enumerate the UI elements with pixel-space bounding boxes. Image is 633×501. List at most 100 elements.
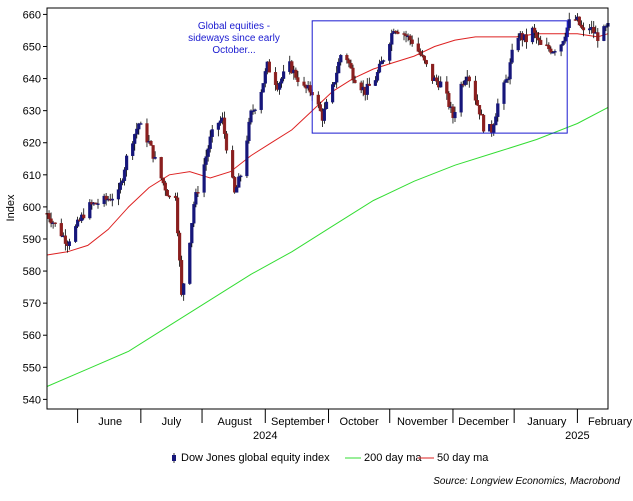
candle-down [161,177,165,184]
candle-up [390,33,394,45]
candle-up [388,44,392,61]
candle-down [396,31,400,34]
candle-up [208,136,212,149]
candle-up [239,175,243,178]
x-tick-label: September [271,416,325,428]
candle-down [447,93,451,108]
candle-up [496,103,500,117]
candle-up [88,202,92,219]
candle-down [422,55,426,61]
candle-down [473,80,477,101]
candle-down [222,117,227,134]
x-tick-label: December [458,416,509,428]
candle-down [224,133,229,151]
candle-down [296,77,300,83]
candle-up [331,84,335,103]
candle-down [59,223,63,237]
candle-down [435,77,439,82]
candle-up [506,78,510,81]
candle-up [510,49,514,63]
candle-up [133,134,137,144]
candle-down [404,34,408,37]
candle-down [163,182,167,191]
annotation-line: sideways since early [188,33,280,44]
candle-down [179,260,184,295]
candle-up [253,109,257,112]
candle-up [588,28,592,31]
candle-down [416,43,420,52]
candle-up [245,140,249,177]
candle-up [137,123,141,130]
candle-up [210,129,214,138]
candle-down [233,177,237,193]
candle-up [249,110,253,123]
candle-down [445,81,449,94]
annotation-line: October... [212,45,255,56]
candle-up [335,72,339,83]
annotation: Global equities -sideways since earlyOct… [188,20,568,134]
candle-down [577,16,581,26]
candle-down [173,195,178,199]
legend: Dow Jones global equity index 200 day ma 5… [172,452,489,464]
candle-down [151,145,155,159]
candle-up [124,155,129,171]
legend-item-50-day-ma: 50 day ma [418,452,489,464]
candle-up [333,82,337,85]
candle-up [110,198,114,201]
series-line-200-day-ma [46,106,609,387]
candle-down [547,45,551,50]
legend-label-dow-jones: Dow Jones global equity index [181,452,330,464]
candle-up [278,83,282,90]
candle-down [177,232,182,261]
y-tick-label: 660 [23,9,41,21]
y-tick-label: 650 [23,41,41,53]
candle-down [353,79,357,83]
candle-up [102,195,106,204]
candle-down [367,83,371,86]
candle-up [188,242,192,284]
candle-down [549,48,553,53]
candle-down [535,32,539,39]
candle-down [347,59,351,64]
candle-up [235,187,239,193]
candle-down [359,82,363,91]
candle-up [492,124,496,133]
source-note: Source: Longview Economics, Macrobond [433,476,620,487]
candle-down [49,218,53,224]
candle-up [96,203,100,205]
candle-up [563,36,567,42]
x-year-label: 2025 [565,430,589,442]
candle-down [408,35,412,41]
candle-up [120,180,125,183]
candle-down [596,32,600,42]
candle-up [182,283,186,295]
annotation-box [311,20,568,134]
y-axis-label: Index [5,194,17,221]
candle-down [196,192,200,194]
candle-down [230,150,235,178]
candle-up [237,176,241,188]
candle-down [479,113,484,116]
candle-up [602,26,606,41]
candle-up [251,110,255,112]
y-tick-label: 560 [23,330,41,342]
candle-up [463,80,467,85]
candle-up [259,91,263,110]
candle-up [135,128,139,135]
candle-down [592,27,596,34]
x-tick-label: August [218,416,252,428]
candle-up [206,148,210,157]
candle-down [420,54,424,57]
y-tick-label: 590 [23,234,41,246]
candle-down [475,100,479,106]
legend-candle-marker [172,455,176,461]
candle-up [375,71,380,81]
candle-up [73,226,78,242]
candle-up [280,78,284,84]
y-tick-label: 550 [23,362,41,374]
candle-up [516,37,520,51]
candle-up [139,123,143,125]
candle-down [431,63,435,81]
